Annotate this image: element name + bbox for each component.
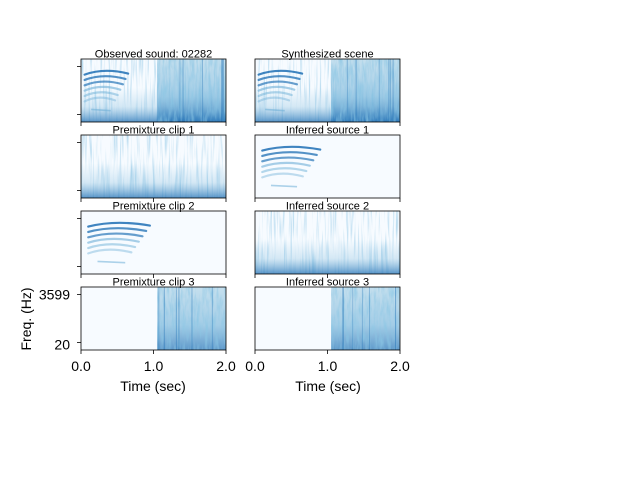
harmonic-band — [97, 260, 126, 264]
harmonic-band — [87, 243, 137, 250]
spectrogram-panel-7: Premixture clip 3 — [77, 277, 227, 354]
panel-content — [255, 59, 400, 122]
harmonic-band — [265, 108, 285, 112]
panel-title: Inferred source 2 — [286, 201, 369, 213]
spectrogram-background — [255, 135, 400, 198]
harmonic-band — [257, 85, 296, 92]
panel-grid: Observed sound: 02282 Synthesized scene Pr… — [39, 49, 410, 375]
harmonic-band — [257, 75, 301, 82]
x-tick-label: 0.0 — [71, 358, 91, 374]
harmonic-stack — [83, 69, 130, 112]
panel-title: Premixture clip 1 — [113, 125, 195, 137]
harmonic-band — [261, 145, 322, 152]
spectrogram-panel-1: Observed sound: 02282 — [77, 49, 227, 126]
spectrogram-panel-3: Premixture clip 1 — [77, 125, 227, 202]
y-tick-label: 3599 — [39, 287, 70, 303]
dense-segment-texture — [157, 59, 226, 122]
harmonic-band — [257, 91, 293, 98]
harmonic-band — [257, 69, 304, 76]
x-tick-label: 1.0 — [318, 358, 338, 374]
harmonic-band — [261, 161, 311, 168]
harmonic-band — [83, 91, 119, 98]
x-tick-label: 2.0 — [216, 358, 236, 374]
panel-title: Premixture clip 2 — [113, 201, 195, 213]
panel-title: Premixture clip 3 — [113, 277, 195, 289]
harmonic-band — [261, 172, 304, 179]
harmonic-band — [270, 184, 298, 188]
x-tick-label: 0.0 — [245, 358, 265, 374]
harmonic-band — [87, 232, 144, 239]
panel-content — [81, 59, 226, 122]
harmonic-band — [87, 237, 140, 244]
y-tick-label: 20 — [54, 336, 70, 352]
spectrogram-panel-4: Inferred source 1 — [254, 125, 401, 202]
harmonic-band — [83, 75, 127, 82]
panel-title: Inferred source 3 — [286, 277, 369, 289]
harmonic-band — [91, 108, 111, 112]
harmonic-band — [257, 96, 291, 103]
panel-content — [81, 287, 226, 350]
panel-content — [255, 211, 400, 274]
harmonic-stack — [87, 221, 151, 264]
harmonic-band — [261, 151, 318, 158]
x-axis-label-right: Time (sec) — [295, 378, 361, 394]
panel-title: Synthesized scene — [281, 49, 373, 61]
spectrogram-panel-8: Inferred source 3 — [254, 277, 401, 354]
panel-title: Observed sound: 02282 — [95, 49, 212, 61]
x-axis-label-left: Time (sec) — [120, 378, 186, 394]
harmonic-band — [87, 248, 133, 255]
harmonic-band — [261, 167, 308, 174]
harmonic-band — [83, 80, 125, 87]
spectrogram-panel-6: Inferred source 2 — [254, 201, 401, 278]
spectrogram-panel-2: Synthesized scene — [254, 49, 401, 126]
harmonic-band — [87, 227, 148, 234]
harmonic-band — [261, 156, 315, 163]
spectrogram-background — [81, 211, 226, 274]
harmonic-stack — [257, 69, 304, 112]
panel-content — [255, 287, 400, 350]
harmonic-band — [83, 85, 122, 92]
low-frequency-energy — [81, 163, 226, 198]
x-tick-label: 1.0 — [144, 358, 164, 374]
harmonic-stack — [261, 145, 322, 188]
panel-content — [81, 211, 226, 274]
y-axis-label: Freq. (Hz) — [18, 288, 34, 351]
x-tick-label: 2.0 — [390, 358, 410, 374]
harmonic-band — [83, 96, 117, 103]
low-frequency-energy — [255, 239, 400, 274]
dense-segment-texture — [331, 287, 400, 350]
panel-content — [81, 135, 226, 198]
harmonic-band — [257, 80, 299, 87]
dense-segment-texture — [157, 287, 226, 350]
harmonic-band — [87, 221, 151, 228]
panel-content — [255, 135, 400, 198]
harmonic-band — [83, 69, 130, 76]
panel-title: Inferred source 1 — [286, 125, 369, 137]
dense-segment-texture — [331, 59, 400, 122]
spectrogram-panel-5: Premixture clip 2 — [77, 201, 227, 278]
